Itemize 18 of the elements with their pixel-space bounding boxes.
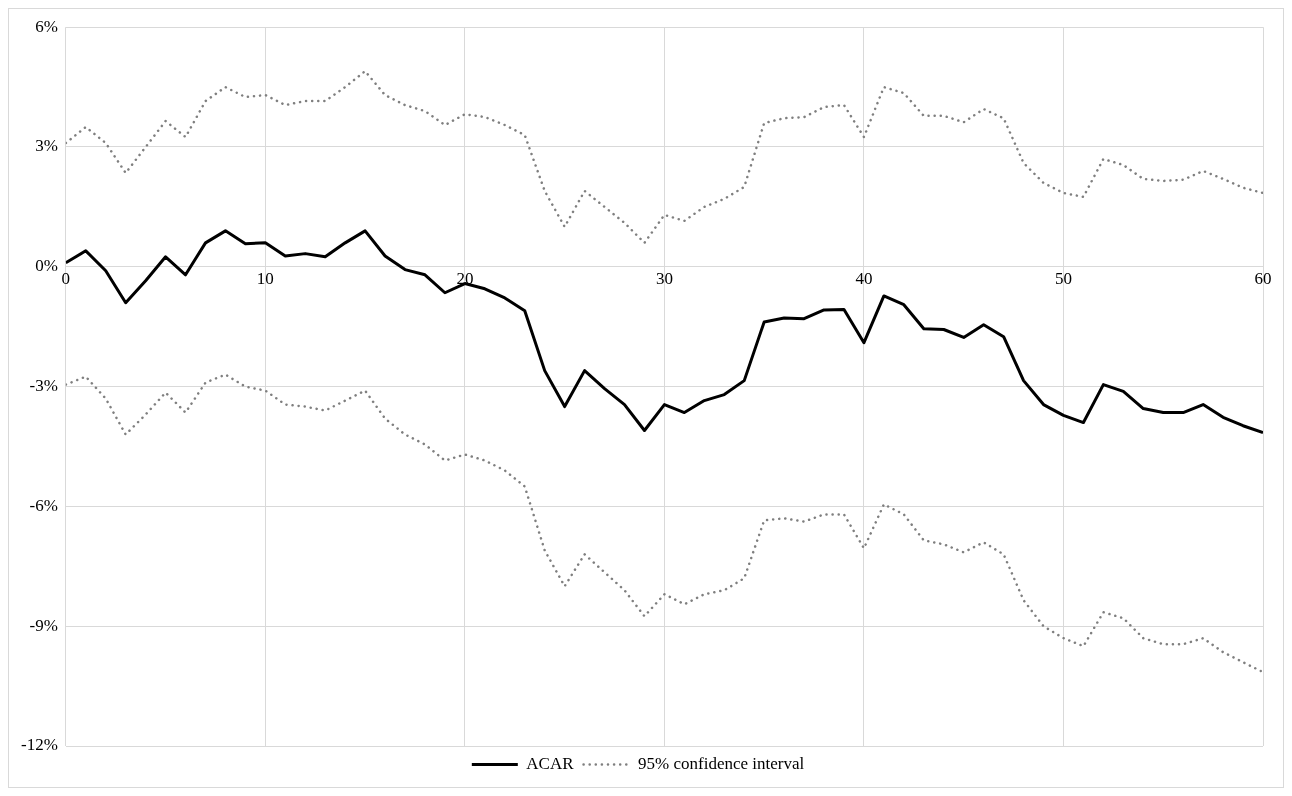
x-tick-label: 0 bbox=[61, 269, 71, 289]
x-tick-label: 20 bbox=[456, 269, 474, 289]
line-series bbox=[65, 69, 1263, 245]
legend-label: ACAR bbox=[526, 753, 575, 773]
x-tick-label: 40 bbox=[855, 269, 873, 289]
y-tick-label: 0% bbox=[35, 256, 58, 276]
x-tick-label: 50 bbox=[1054, 269, 1072, 289]
y-tick-label: 3% bbox=[35, 136, 58, 156]
x-tick-label: 10 bbox=[256, 269, 274, 289]
x-tick-label: 60 bbox=[1254, 269, 1272, 289]
line-series bbox=[65, 373, 1263, 674]
y-tick-label: -9% bbox=[29, 615, 58, 635]
x-tick-label: 30 bbox=[655, 269, 673, 289]
legend-label: 95% confidence interval bbox=[638, 753, 805, 773]
y-tick-label: -3% bbox=[29, 376, 58, 396]
y-tick-label: -12% bbox=[20, 735, 58, 755]
y-tick-label: 6% bbox=[35, 16, 58, 36]
y-tick-label: -6% bbox=[29, 495, 58, 515]
